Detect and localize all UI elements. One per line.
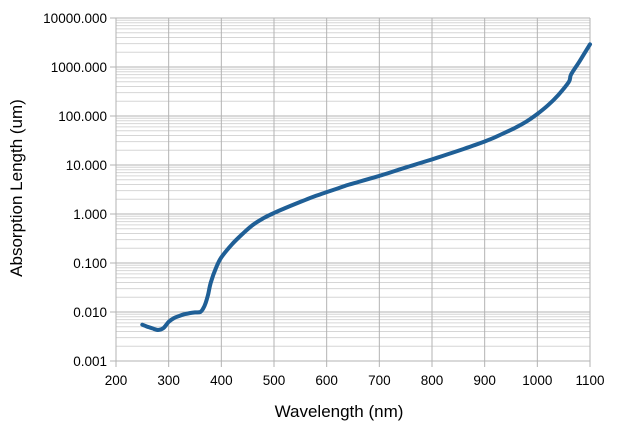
- series-layer: [140, 42, 592, 332]
- x-tick-label: 400: [210, 373, 233, 388]
- major-grid: [110, 17, 591, 367]
- y-tick-label: 1000.000: [51, 60, 107, 75]
- x-tick-label: 500: [263, 373, 286, 388]
- x-tick-labels: 200 300 400 500 600 700 800 900 1000 1100: [105, 373, 605, 388]
- y-tick-label: 0.001: [73, 354, 107, 369]
- x-tick-label: 200: [105, 373, 128, 388]
- y-tick-label: 100.000: [58, 109, 107, 124]
- x-axis-title: Wavelength (nm): [275, 402, 404, 421]
- x-tick-label: 600: [315, 373, 338, 388]
- y-tick-label: 0.010: [73, 305, 107, 320]
- x-tick-label: 900: [473, 373, 496, 388]
- y-tick-label: 1.000: [73, 207, 107, 222]
- y-tick-label: 10.000: [66, 158, 107, 173]
- y-tick-label: 10000.000: [43, 11, 107, 26]
- x-tick-label: 800: [421, 373, 444, 388]
- x-tick-label: 1100: [575, 373, 604, 388]
- x-tick-label: 700: [368, 373, 391, 388]
- y-tick-label: 0.100: [73, 256, 107, 271]
- absorption-length-line: [140, 42, 592, 332]
- y-axis-title: Absorption Length (um): [7, 99, 26, 277]
- x-tick-label: 1000: [522, 373, 552, 388]
- y-tick-labels: 0.001 0.010 0.100 1.000 10.000 100.000 1000.00…: [43, 11, 107, 369]
- x-tick-label: 300: [157, 373, 180, 388]
- minor-grid: [116, 19, 590, 347]
